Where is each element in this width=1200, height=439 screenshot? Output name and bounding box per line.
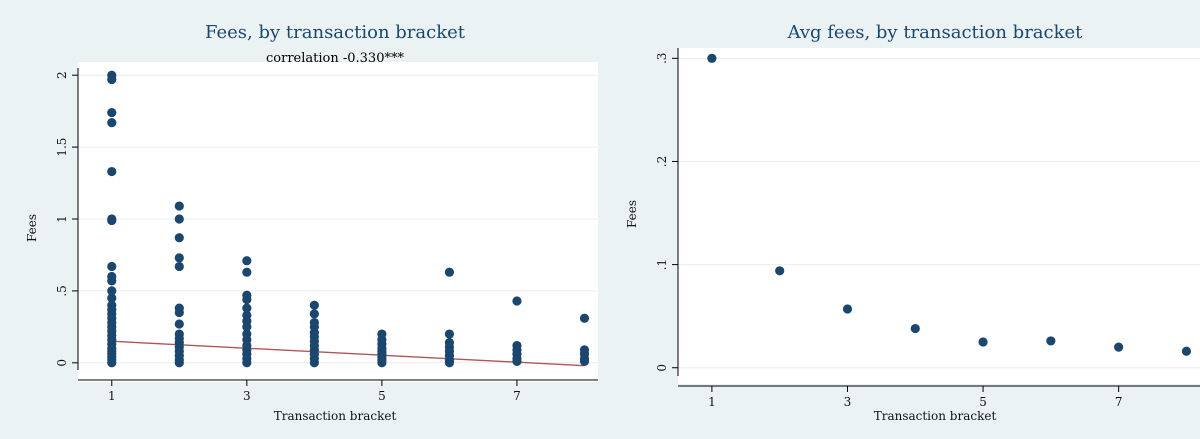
scatter-point: [107, 293, 117, 303]
avg-fee-point: [707, 53, 717, 63]
right-x-axis-label: Transaction bracket: [874, 409, 997, 423]
scatter-point: [512, 356, 522, 366]
right-y-axis-label: Fees: [625, 200, 639, 228]
x-tick-label: 5: [378, 389, 386, 403]
left-plot-area: [78, 62, 598, 382]
y-tick-label: .1: [655, 259, 669, 270]
scatter-point: [377, 358, 387, 368]
scatter-point: [174, 214, 184, 224]
fitted-trend-line: [111, 340, 585, 367]
y-tick-label: .5: [55, 285, 69, 296]
scatter-point: [242, 267, 252, 277]
avg-fee-point: [1046, 336, 1056, 346]
scatter-point: [107, 261, 117, 272]
x-tick-label: 7: [1115, 395, 1123, 409]
scatter-point: [444, 267, 455, 277]
scatter-point: [309, 309, 319, 319]
y-tick-label: 1.5: [55, 138, 69, 157]
scatter-point: [242, 256, 252, 266]
scatter-point: [107, 107, 117, 118]
scatter-point: [512, 296, 522, 306]
scatter-point: [107, 276, 117, 286]
y-tick-label: .3: [655, 53, 669, 64]
x-tick-label: 3: [844, 395, 852, 409]
left-y-axis-label: Fees: [25, 214, 39, 242]
right-plot-area: [678, 48, 1200, 384]
avg-fee-point: [775, 266, 785, 276]
avg-fee-point: [910, 323, 920, 334]
scatter-point: [107, 358, 117, 368]
scatter-point: [107, 74, 117, 85]
y-tick-label: 1: [55, 215, 69, 223]
scatter-point: [107, 166, 117, 177]
y-tick-label: 2: [55, 71, 69, 79]
scatter-point: [242, 294, 252, 305]
scatter-point: [174, 261, 184, 272]
left-x-axis-label: Transaction bracket: [274, 409, 397, 423]
y-tick-label: .2: [655, 156, 669, 167]
scatter-point: [242, 303, 252, 313]
left-chart-title: Fees, by transaction bracket: [205, 22, 466, 43]
scatter-point: [107, 286, 117, 296]
scatter-point: [107, 215, 117, 226]
avg-fee-point: [1181, 346, 1192, 356]
scatter-point: [174, 319, 184, 329]
scatter-point: [242, 358, 252, 368]
scatter-point: [107, 118, 117, 128]
y-tick-label: 0: [55, 359, 69, 367]
scatter-point: [174, 201, 184, 211]
x-tick-label: 1: [108, 389, 116, 403]
scatter-point: [309, 358, 319, 368]
scatter-point: [242, 322, 252, 332]
x-tick-label: 1: [708, 395, 716, 409]
scatter-point: [174, 233, 184, 243]
x-tick-label: 7: [513, 389, 521, 403]
scatter-point: [444, 358, 455, 368]
x-tick-label: 3: [243, 389, 251, 403]
avg-fee-point: [842, 304, 853, 314]
avg-fee-point: [1114, 342, 1124, 352]
x-tick-label: 5: [979, 395, 987, 409]
left-chart-subtitle: correlation -0.330***: [266, 51, 404, 66]
y-tick-label: 0: [655, 364, 669, 372]
scatter-point: [174, 253, 184, 263]
avg-fee-point: [978, 337, 988, 347]
scatter-point: [579, 356, 590, 366]
scatter-point: [444, 329, 455, 339]
right-chart-title: Avg fees, by transaction bracket: [787, 22, 1084, 43]
scatter-point: [174, 358, 184, 368]
scatter-point: [174, 307, 184, 318]
scatter-point: [309, 300, 319, 310]
scatter-point: [579, 313, 590, 323]
